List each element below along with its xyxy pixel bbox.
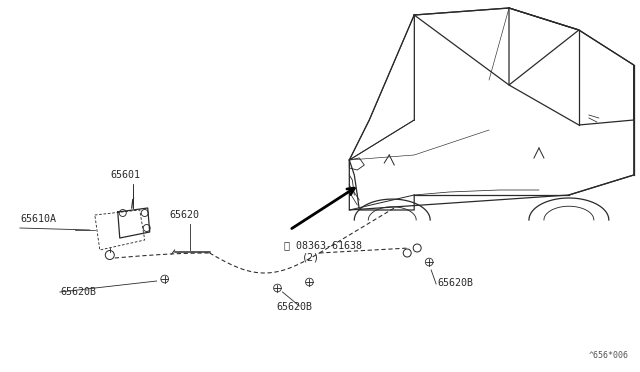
Text: ^656*006: ^656*006 (589, 351, 629, 360)
Text: 65620B: 65620B (437, 278, 473, 288)
Text: 65620B: 65620B (60, 287, 96, 297)
Text: Ⓢ 08363-61638: Ⓢ 08363-61638 (284, 240, 362, 250)
Text: 65620B: 65620B (276, 302, 312, 312)
Text: 65620: 65620 (170, 210, 200, 220)
Text: 65601: 65601 (111, 170, 141, 180)
Text: (2): (2) (301, 252, 319, 262)
Text: 65610A: 65610A (20, 214, 56, 224)
